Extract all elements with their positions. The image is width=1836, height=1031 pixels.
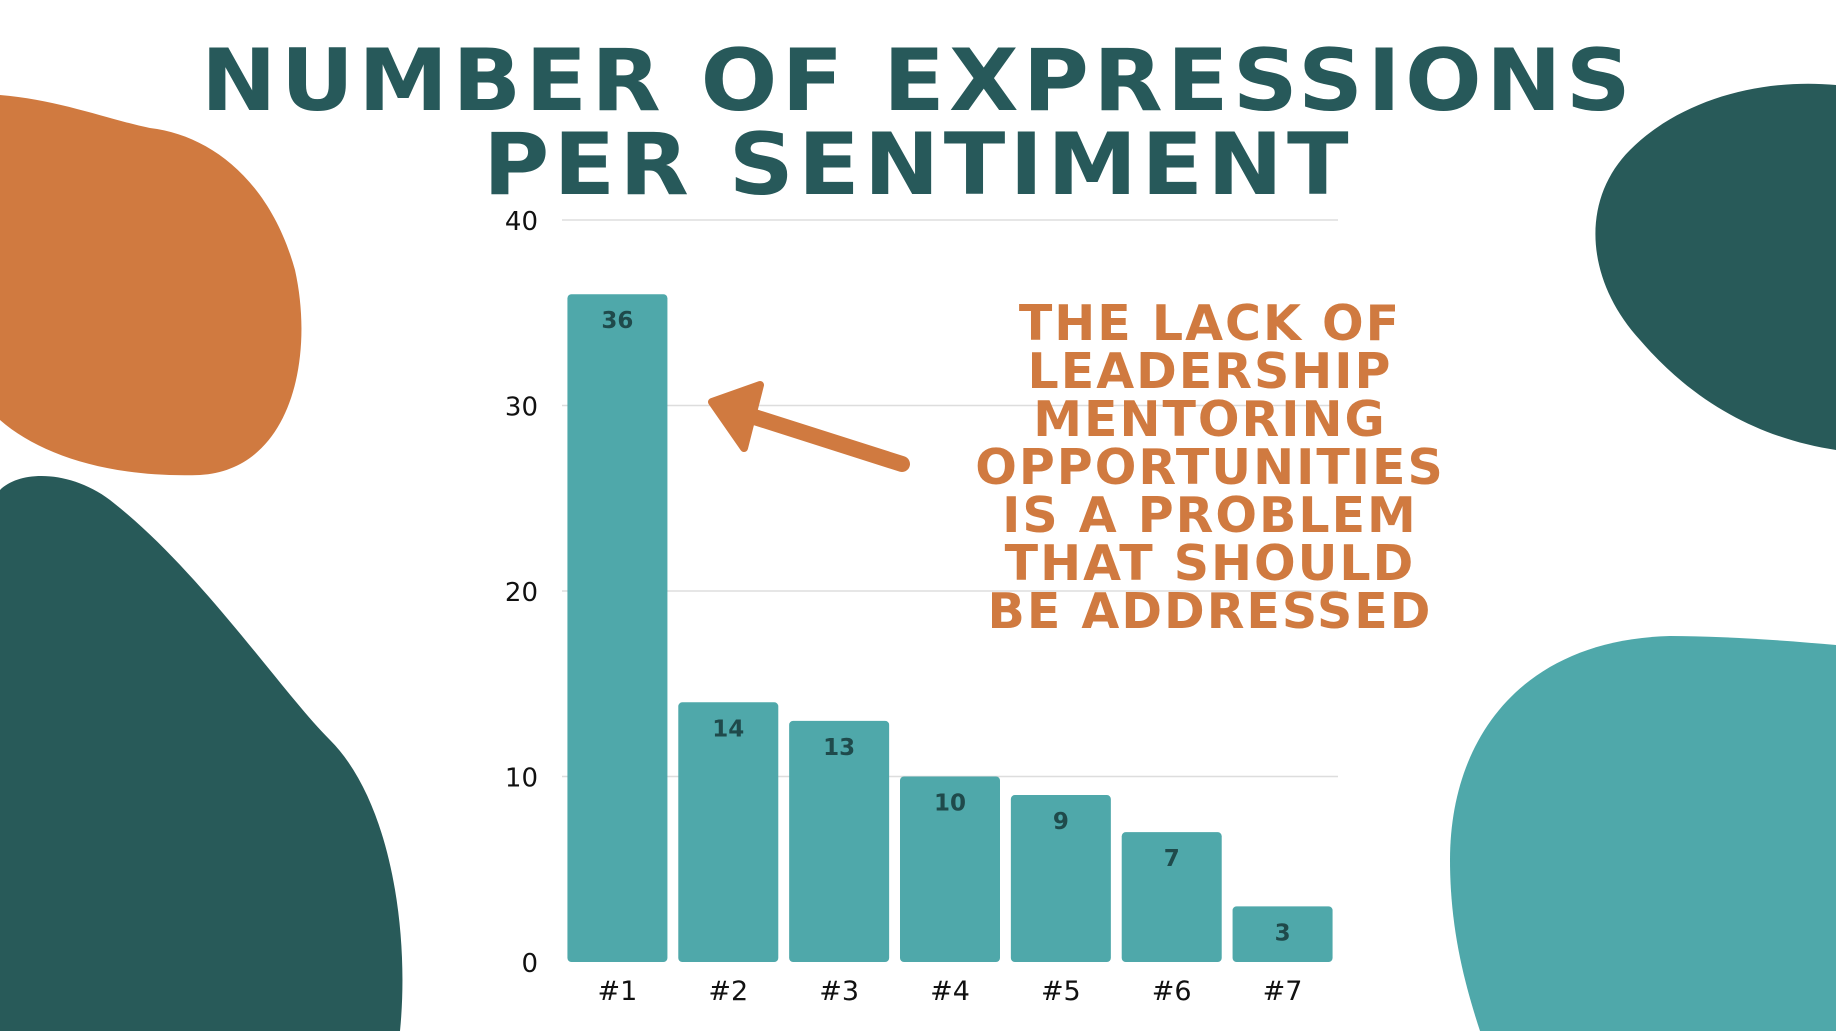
bar-value-label: 10	[934, 791, 966, 817]
bar-value-label: 13	[823, 735, 855, 761]
x-tick-label: #7	[1263, 976, 1303, 1007]
bar-1	[567, 294, 667, 962]
x-tick-label: #1	[598, 976, 638, 1007]
slide: NUMBER OF EXPRESSIONS PER SENTIMENT 0 10 2…	[0, 0, 1836, 1031]
annotation-line: IS A PROBLEM	[900, 492, 1520, 540]
annotation-line: LEADERSHIP	[900, 348, 1520, 396]
x-tick-label: #2	[708, 976, 748, 1007]
y-tick-label: 10	[505, 764, 538, 794]
y-tick-label: 40	[505, 207, 538, 237]
annotation-line: BE ADDRESSED	[900, 588, 1520, 636]
bar-value-label: 9	[1053, 809, 1069, 835]
y-tick-label: 0	[521, 949, 538, 979]
annotation-line: THAT SHOULD	[900, 540, 1520, 588]
x-tick-label: #4	[930, 976, 970, 1007]
annotation-line: MENTORING	[900, 396, 1520, 444]
annotation-line: THE LACK OF	[900, 300, 1520, 348]
annotation-arrow	[712, 385, 902, 464]
bar-value-label: 14	[712, 716, 744, 742]
annotation-line: OPPORTUNITIES	[900, 444, 1520, 492]
bar-value-label: 3	[1275, 920, 1291, 946]
y-axis-ticks: 0 10 20 30 40	[505, 207, 538, 979]
bar-value-label: 36	[601, 308, 633, 334]
x-tick-label: #3	[819, 976, 859, 1007]
arrow-shaft	[745, 414, 902, 464]
y-tick-label: 30	[505, 393, 538, 423]
annotation-callout: THE LACK OF LEADERSHIP MENTORING OPPORTU…	[900, 300, 1520, 636]
y-tick-label: 20	[505, 578, 538, 608]
x-tick-label: #5	[1041, 976, 1081, 1007]
arrow-head	[712, 385, 760, 448]
bar-value-label: 7	[1164, 846, 1180, 872]
x-tick-label: #6	[1152, 976, 1192, 1007]
x-axis-ticks: #1 #2 #3 #4 #5 #6 #7	[598, 976, 1303, 1007]
